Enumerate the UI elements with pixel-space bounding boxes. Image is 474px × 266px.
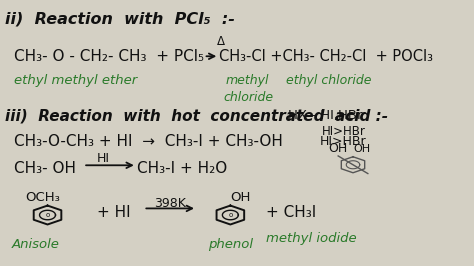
Text: o: o (46, 212, 50, 218)
Text: Δ: Δ (217, 35, 225, 48)
Text: chloride: chloride (224, 91, 274, 104)
Text: HI>HBr: HI>HBr (319, 135, 366, 148)
Text: + CH₃I: + CH₃I (266, 205, 316, 220)
Text: CH₃-O-CH₃ + HI  →  CH₃-I + CH₃-OH: CH₃-O-CH₃ + HI → CH₃-I + CH₃-OH (14, 134, 283, 149)
Text: ethyl methyl ether: ethyl methyl ether (14, 74, 137, 86)
Text: methyl iodide: methyl iodide (266, 232, 356, 245)
Text: OH: OH (353, 144, 371, 154)
Text: HI>HBr: HI>HBr (322, 125, 365, 138)
Text: CH₃-Cl +CH₃- CH₂-Cl  + POCl₃: CH₃-Cl +CH₃- CH₂-Cl + POCl₃ (219, 49, 433, 64)
Text: CH₃- OH: CH₃- OH (14, 161, 76, 176)
Text: + HI: + HI (97, 205, 130, 220)
Text: CH₃- O - CH₂- CH₃  + PCl₅: CH₃- O - CH₂- CH₃ + PCl₅ (14, 49, 204, 64)
Text: methyl: methyl (226, 74, 269, 86)
Text: OCH₃: OCH₃ (25, 191, 60, 204)
Text: CH₃-I + H₂O: CH₃-I + H₂O (137, 161, 227, 176)
Text: 398K: 398K (155, 197, 186, 210)
Text: OH: OH (230, 190, 251, 203)
Text: OH: OH (328, 142, 348, 155)
Text: HI: HI (97, 152, 109, 165)
Text: ii)  Reaction  with  PCl₅  :-: ii) Reaction with PCl₅ :- (5, 12, 235, 27)
Text: phenol: phenol (208, 238, 253, 251)
Text: iii)  Reaction  with  hot  concentrated  acid :-: iii) Reaction with hot concentrated acid… (5, 108, 388, 123)
Text: ethyl chloride: ethyl chloride (286, 74, 372, 86)
Text: HX - HI,HBr: HX - HI,HBr (288, 109, 363, 122)
Text: Anisole: Anisole (12, 238, 60, 251)
Text: o: o (228, 212, 232, 218)
